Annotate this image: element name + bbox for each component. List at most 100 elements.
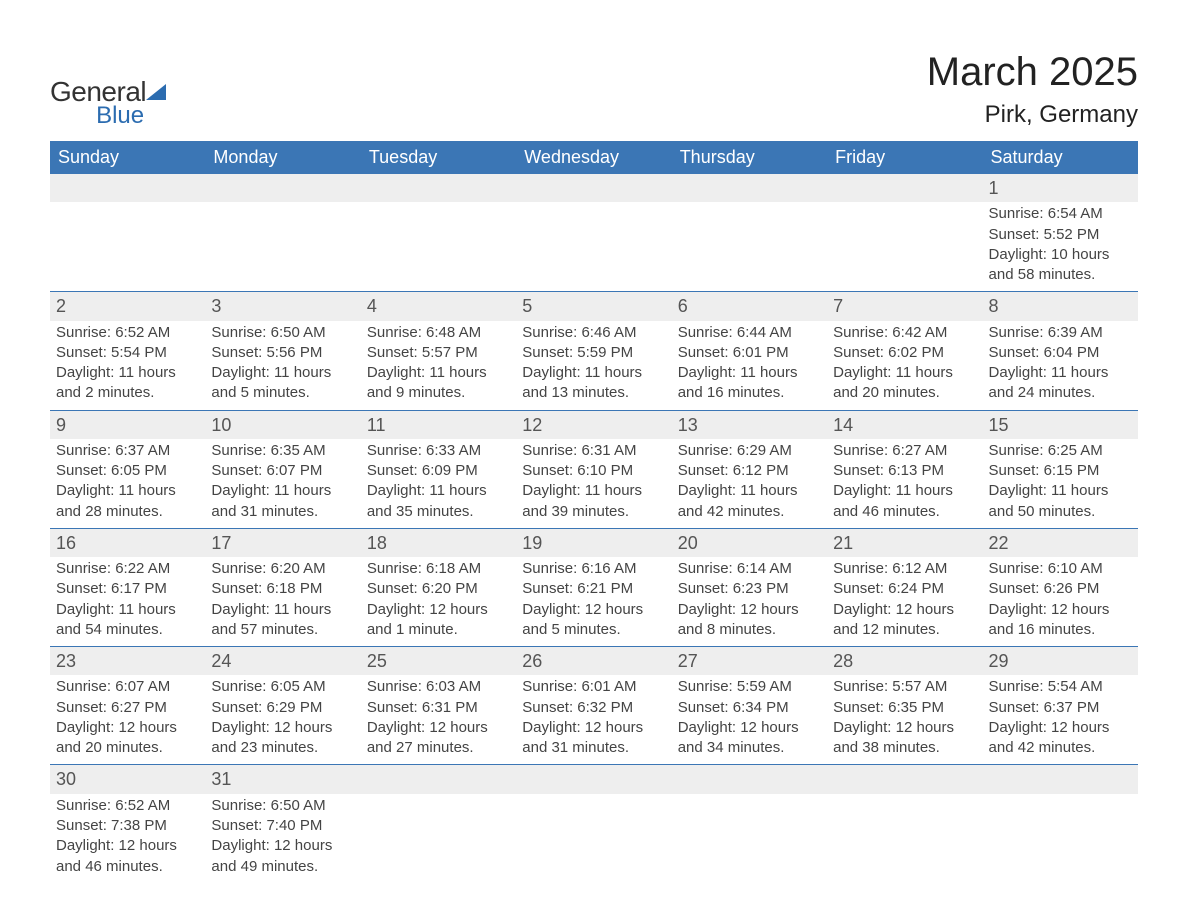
weekday-header: Wednesday: [516, 141, 671, 174]
day-detail-cell: Sunrise: 5:57 AMSunset: 6:35 PMDaylight:…: [827, 675, 982, 765]
sunrise-text: Sunrise: 6:54 AM: [989, 204, 1132, 224]
weekday-header-row: Sunday Monday Tuesday Wednesday Thursday…: [50, 141, 1138, 174]
sunset-text: Sunset: 6:35 PM: [833, 698, 976, 718]
day-detail-cell: Sunrise: 6:50 AMSunset: 5:56 PMDaylight:…: [205, 321, 360, 411]
sunrise-text: Sunrise: 6:16 AM: [522, 559, 665, 579]
day-number-row: 23242526272829: [50, 647, 1138, 676]
sunset-text: Sunset: 5:56 PM: [211, 343, 354, 363]
day-detail-row: Sunrise: 6:52 AMSunset: 7:38 PMDaylight:…: [50, 794, 1138, 883]
day-number-cell: 7: [827, 292, 982, 321]
day-detail-cell: [827, 794, 982, 883]
day-detail-cell: Sunrise: 6:33 AMSunset: 6:09 PMDaylight:…: [361, 439, 516, 529]
sunset-text: Sunset: 6:18 PM: [211, 579, 354, 599]
day-number-cell: 23: [50, 647, 205, 676]
day-number-cell: 30: [50, 765, 205, 794]
sunset-text: Sunset: 5:59 PM: [522, 343, 665, 363]
day-number-cell: 9: [50, 410, 205, 439]
daylight-text: Daylight: 11 hours and 28 minutes.: [56, 481, 199, 522]
sunset-text: Sunset: 5:54 PM: [56, 343, 199, 363]
day-detail-cell: Sunrise: 6:52 AMSunset: 5:54 PMDaylight:…: [50, 321, 205, 411]
day-detail-cell: Sunrise: 6:31 AMSunset: 6:10 PMDaylight:…: [516, 439, 671, 529]
sunrise-text: Sunrise: 6:31 AM: [522, 441, 665, 461]
day-number-row: 9101112131415: [50, 410, 1138, 439]
day-number-cell: 4: [361, 292, 516, 321]
sunset-text: Sunset: 6:09 PM: [367, 461, 510, 481]
daylight-text: Daylight: 11 hours and 42 minutes.: [678, 481, 821, 522]
day-number-row: 1: [50, 174, 1138, 202]
day-detail-cell: Sunrise: 6:42 AMSunset: 6:02 PMDaylight:…: [827, 321, 982, 411]
day-detail-cell: Sunrise: 6:22 AMSunset: 6:17 PMDaylight:…: [50, 557, 205, 647]
day-number-cell: [361, 174, 516, 202]
daylight-text: Daylight: 11 hours and 5 minutes.: [211, 363, 354, 404]
weekday-header: Thursday: [672, 141, 827, 174]
day-number-cell: [983, 765, 1138, 794]
sunset-text: Sunset: 6:24 PM: [833, 579, 976, 599]
daylight-text: Daylight: 12 hours and 5 minutes.: [522, 600, 665, 641]
sunset-text: Sunset: 6:12 PM: [678, 461, 821, 481]
day-number-cell: 3: [205, 292, 360, 321]
day-number-cell: 1: [983, 174, 1138, 202]
day-number-cell: [827, 765, 982, 794]
daylight-text: Daylight: 12 hours and 42 minutes.: [989, 718, 1132, 759]
sunrise-text: Sunrise: 6:42 AM: [833, 323, 976, 343]
day-detail-row: Sunrise: 6:37 AMSunset: 6:05 PMDaylight:…: [50, 439, 1138, 529]
sunrise-text: Sunrise: 6:52 AM: [56, 323, 199, 343]
sunrise-text: Sunrise: 6:07 AM: [56, 677, 199, 697]
day-number-cell: [827, 174, 982, 202]
daylight-text: Daylight: 11 hours and 35 minutes.: [367, 481, 510, 522]
day-detail-cell: Sunrise: 6:52 AMSunset: 7:38 PMDaylight:…: [50, 794, 205, 883]
sunrise-text: Sunrise: 6:37 AM: [56, 441, 199, 461]
daylight-text: Daylight: 11 hours and 39 minutes.: [522, 481, 665, 522]
day-number-cell: 15: [983, 410, 1138, 439]
sunset-text: Sunset: 6:04 PM: [989, 343, 1132, 363]
day-detail-row: Sunrise: 6:54 AMSunset: 5:52 PMDaylight:…: [50, 202, 1138, 292]
sunset-text: Sunset: 6:07 PM: [211, 461, 354, 481]
sunrise-text: Sunrise: 6:48 AM: [367, 323, 510, 343]
sunrise-text: Sunrise: 6:50 AM: [211, 323, 354, 343]
day-detail-cell: [516, 202, 671, 292]
day-detail-cell: [672, 202, 827, 292]
day-number-row: 16171819202122: [50, 528, 1138, 557]
day-detail-cell: Sunrise: 6:48 AMSunset: 5:57 PMDaylight:…: [361, 321, 516, 411]
day-detail-cell: [983, 794, 1138, 883]
sunset-text: Sunset: 6:37 PM: [989, 698, 1132, 718]
weekday-header: Tuesday: [361, 141, 516, 174]
sunrise-text: Sunrise: 6:46 AM: [522, 323, 665, 343]
sunrise-text: Sunrise: 6:39 AM: [989, 323, 1132, 343]
sunrise-text: Sunrise: 5:54 AM: [989, 677, 1132, 697]
day-number-cell: 11: [361, 410, 516, 439]
sunrise-text: Sunrise: 6:18 AM: [367, 559, 510, 579]
title-block: March 2025 Pirk, Germany: [927, 50, 1138, 129]
daylight-text: Daylight: 12 hours and 23 minutes.: [211, 718, 354, 759]
daylight-text: Daylight: 11 hours and 2 minutes.: [56, 363, 199, 404]
sunset-text: Sunset: 6:17 PM: [56, 579, 199, 599]
daylight-text: Daylight: 11 hours and 20 minutes.: [833, 363, 976, 404]
daylight-text: Daylight: 12 hours and 1 minute.: [367, 600, 510, 641]
day-number-cell: 28: [827, 647, 982, 676]
day-detail-cell: Sunrise: 6:01 AMSunset: 6:32 PMDaylight:…: [516, 675, 671, 765]
sunset-text: Sunset: 6:02 PM: [833, 343, 976, 363]
sunrise-text: Sunrise: 6:12 AM: [833, 559, 976, 579]
daylight-text: Daylight: 12 hours and 8 minutes.: [678, 600, 821, 641]
daylight-text: Daylight: 12 hours and 16 minutes.: [989, 600, 1132, 641]
day-detail-cell: Sunrise: 6:44 AMSunset: 6:01 PMDaylight:…: [672, 321, 827, 411]
day-number-cell: 6: [672, 292, 827, 321]
daylight-text: Daylight: 11 hours and 16 minutes.: [678, 363, 821, 404]
daylight-text: Daylight: 12 hours and 31 minutes.: [522, 718, 665, 759]
sunset-text: Sunset: 5:57 PM: [367, 343, 510, 363]
daylight-text: Daylight: 12 hours and 34 minutes.: [678, 718, 821, 759]
weekday-header: Monday: [205, 141, 360, 174]
sunrise-text: Sunrise: 6:20 AM: [211, 559, 354, 579]
day-detail-cell: Sunrise: 6:25 AMSunset: 6:15 PMDaylight:…: [983, 439, 1138, 529]
sunset-text: Sunset: 6:23 PM: [678, 579, 821, 599]
day-number-cell: [516, 765, 671, 794]
day-detail-cell: [50, 202, 205, 292]
day-detail-cell: Sunrise: 6:37 AMSunset: 6:05 PMDaylight:…: [50, 439, 205, 529]
day-detail-cell: Sunrise: 6:35 AMSunset: 6:07 PMDaylight:…: [205, 439, 360, 529]
sunset-text: Sunset: 6:21 PM: [522, 579, 665, 599]
sunrise-text: Sunrise: 6:10 AM: [989, 559, 1132, 579]
day-detail-cell: Sunrise: 6:39 AMSunset: 6:04 PMDaylight:…: [983, 321, 1138, 411]
daylight-text: Daylight: 12 hours and 20 minutes.: [56, 718, 199, 759]
day-number-row: 3031: [50, 765, 1138, 794]
sunrise-text: Sunrise: 6:52 AM: [56, 796, 199, 816]
